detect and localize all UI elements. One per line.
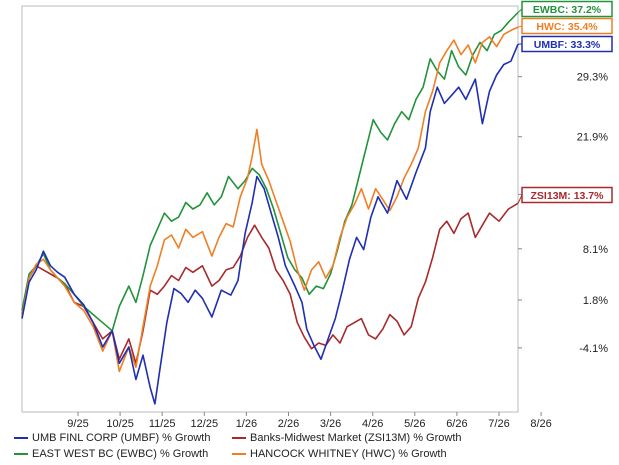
x-tick-label: 2/26 [278, 418, 299, 430]
legend-item: EAST WEST BC (EWBC) % Growth [14, 448, 208, 460]
legend-swatch [14, 437, 28, 439]
plot-frame [21, 5, 519, 413]
x-tick-label: 12/25 [191, 418, 219, 430]
x-tick-label: 4/26 [362, 418, 383, 430]
x-tick-label: 10/25 [106, 418, 134, 430]
end-label-text: UMBF: 33.3% [534, 39, 601, 51]
y-tick-label: 29.3% [577, 72, 608, 84]
x-tick-label: 6/26 [446, 418, 467, 430]
x-tick-label: 1/26 [236, 418, 257, 430]
x-tick-label: 8/26 [530, 418, 551, 430]
legend-swatch [232, 437, 246, 439]
end-label-box [521, 186, 613, 204]
legend-item: UMB FINL CORP (UMBF) % Growth [14, 432, 210, 444]
end-label-text: ZSI13M: 13.7% [531, 190, 605, 202]
end-label-text: HWC: 35.4% [536, 21, 598, 33]
x-tick-label: 7/26 [488, 418, 509, 430]
legend-label: EAST WEST BC (EWBC) % Growth [32, 448, 209, 460]
legend-swatch [232, 453, 246, 455]
y-tick-label: -4.1% [579, 343, 608, 355]
x-tick-label: 11/25 [149, 418, 176, 430]
legend-item: Banks-Midwest Market (ZSI13M) % Growth [232, 432, 462, 444]
y-tick-label: 1.8% [583, 295, 608, 307]
legend-label: HANCOCK WHITNEY (HWC) % Growth [250, 448, 447, 460]
x-tick-label: 5/26 [404, 418, 425, 430]
legend-label: UMB FINL CORP (UMBF) % Growth [32, 432, 211, 444]
y-tick-label: 21.9% [577, 132, 608, 144]
chart-legend: UMB FINL CORP (UMBF) % Growth Banks-Midwe… [14, 430, 614, 464]
series-line-2 [21, 202, 519, 365]
legend-item: HANCOCK WHITNEY (HWC) % Growth [232, 448, 447, 460]
series-line-1 [21, 11, 519, 332]
legend-label: Banks-Midwest Market (ZSI13M) % Growth [250, 432, 462, 444]
legend-swatch [14, 453, 28, 455]
end-label-box [521, 35, 613, 53]
x-tick-label: 3/26 [320, 418, 341, 430]
end-label-text: EWBC: 37.2% [533, 4, 602, 16]
end-label-box [521, 17, 613, 35]
y-tick-label: 8.1% [583, 244, 608, 256]
end-label-box [521, 0, 613, 18]
line-chart: 9/25 10/25 11/25 12/25 1/26 2/26 3/26 4/26 5/26 6… [21, 0, 613, 430]
x-tick-label: 9/25 [67, 418, 88, 430]
series-line-0 [21, 43, 519, 405]
